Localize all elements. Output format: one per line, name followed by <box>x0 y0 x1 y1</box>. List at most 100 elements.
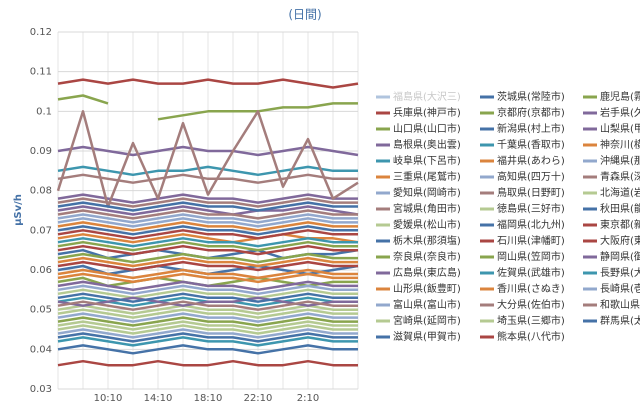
legend-label[interactable]: 鳥取県(日野町) <box>497 186 565 199</box>
legend-label[interactable]: 東京都(新宿区) <box>600 218 640 231</box>
legend-label[interactable]: 長野県(大町市) <box>600 266 640 279</box>
legend-label[interactable]: 静岡県(御前崎) <box>600 250 640 263</box>
legend-item[interactable]: 和歌山県(新宮市) <box>583 298 640 311</box>
legend-item[interactable]: 北海道(岩見沢) <box>583 186 640 199</box>
legend-label[interactable]: 埼玉県(三郷市) <box>497 314 565 327</box>
legend-item[interactable]: 青森県(深浦町) <box>583 170 640 183</box>
legend-label[interactable]: 山口県(山口市) <box>393 122 461 135</box>
legend-item[interactable]: 三重県(尾鷲市) <box>376 170 461 183</box>
legend-item[interactable]: 福島県(大沢三) <box>376 90 461 103</box>
legend-item[interactable]: 鹿児島(霧島市) <box>583 90 640 103</box>
series-line <box>57 336 358 347</box>
legend-item[interactable]: 奈良県(奈良市) <box>376 250 461 263</box>
legend-label[interactable]: 三重県(尾鷲市) <box>393 170 461 183</box>
legend-label[interactable]: 群馬県(太田市) <box>600 314 640 327</box>
legend-item[interactable]: 高知県(四万十) <box>480 170 565 183</box>
legend-label[interactable]: 石川県(津幡町) <box>497 234 565 247</box>
legend-item[interactable]: 兵庫県(神戸市) <box>376 106 461 119</box>
legend-label[interactable]: 長崎県(壱岐市) <box>600 282 640 295</box>
legend-item[interactable]: 長崎県(壱岐市) <box>583 282 640 295</box>
legend-item[interactable]: 大分県(佐伯市) <box>480 298 565 311</box>
legend-label[interactable]: 福井県(あわら) <box>497 154 565 167</box>
legend-label[interactable]: 福岡県(北九州) <box>497 218 565 231</box>
legend-label[interactable]: 宮崎県(延岡市) <box>393 314 461 327</box>
legend-label[interactable]: 青森県(深浦町) <box>600 170 640 183</box>
legend-item[interactable]: 宮城県(角田市) <box>376 202 461 215</box>
legend-item[interactable]: 徳島県(三好市) <box>480 202 565 215</box>
legend-item[interactable]: 愛媛県(松山市) <box>376 218 461 231</box>
series-line <box>57 173 358 184</box>
legend-label[interactable]: 香川県(さぬき) <box>497 283 565 295</box>
legend-label[interactable]: 茨城県(常陸市) <box>497 90 565 103</box>
chart-title: (日間) <box>288 8 321 22</box>
legend-item[interactable]: 石川県(津幡町) <box>480 234 565 247</box>
legend-label[interactable]: 鹿児島(霧島市) <box>600 90 640 103</box>
legend-item[interactable]: 東京都(新宿区) <box>583 218 640 231</box>
series-line <box>57 300 358 311</box>
legend-item[interactable]: 新潟県(村上市) <box>480 122 565 135</box>
legend-label[interactable]: 愛知県(岡崎市) <box>393 186 461 199</box>
legend-item[interactable]: 鳥取県(日野町) <box>480 186 565 199</box>
legend-item[interactable]: 熊本県(八代市) <box>480 330 565 343</box>
legend-label[interactable]: 兵庫県(神戸市) <box>393 106 461 119</box>
legend-label[interactable]: 京都府(京都市) <box>497 106 565 119</box>
legend-label[interactable]: 佐賀県(武雄市) <box>497 266 565 279</box>
legend-label[interactable]: 福島県(大沢三) <box>393 90 461 103</box>
legend-item[interactable]: 宮崎県(延岡市) <box>376 314 461 327</box>
legend-item[interactable]: 岩手県(久慈市) <box>583 106 640 119</box>
legend-label[interactable]: 和歌山県(新宮市) <box>600 298 640 311</box>
legend-label[interactable]: 千葉県(香取市) <box>497 138 565 151</box>
legend-label[interactable]: 岩手県(久慈市) <box>600 106 640 119</box>
legend-item[interactable]: 茨城県(常陸市) <box>480 90 565 103</box>
legend-item[interactable]: 山口県(山口市) <box>376 122 461 135</box>
legend-item[interactable]: 山形県(飯豊町) <box>376 282 461 295</box>
legend-label[interactable]: 熊本県(八代市) <box>497 330 565 343</box>
legend-label[interactable]: 徳島県(三好市) <box>497 202 565 215</box>
legend-label[interactable]: 岐阜県(下呂市) <box>393 154 461 167</box>
legend-label[interactable]: 奈良県(奈良市) <box>393 250 461 263</box>
legend-item[interactable]: 静岡県(御前崎) <box>583 250 640 263</box>
legend-label[interactable]: 富山県(富山市) <box>393 298 461 311</box>
legend-label[interactable]: 秋田県(能代市) <box>600 202 640 215</box>
legend-item[interactable]: 千葉県(香取市) <box>480 138 565 151</box>
y-tick-label: 0.06 <box>30 265 52 276</box>
legend-item[interactable]: 広島県(東広島) <box>376 266 461 279</box>
legend-label[interactable]: 山形県(飯豊町) <box>393 282 461 295</box>
legend-item[interactable]: 福井県(あわら) <box>480 154 565 167</box>
legend-label[interactable]: 大分県(佐伯市) <box>497 298 565 311</box>
legend-item[interactable]: 岡山県(笠岡市) <box>480 250 565 263</box>
legend-label[interactable]: 大阪府(東大阪) <box>600 234 640 247</box>
legend-item[interactable]: 神奈川(横浜市) <box>583 138 640 151</box>
legend-label[interactable]: 宮城県(角田市) <box>393 202 461 215</box>
legend-item[interactable]: 香川県(さぬき) <box>480 283 565 295</box>
legend-label[interactable]: 沖縄県(那覇市) <box>600 154 640 167</box>
legend-label[interactable]: 滋賀県(甲賀市) <box>393 330 461 343</box>
legend-item[interactable]: 大阪府(東大阪) <box>583 234 640 247</box>
legend-label[interactable]: 新潟県(村上市) <box>497 122 565 135</box>
legend-item[interactable]: 島根県(奥出雲) <box>376 138 461 151</box>
legend-label[interactable]: 山梨県(甲府市) <box>600 122 640 135</box>
legend-item[interactable]: 岐阜県(下呂市) <box>376 154 461 167</box>
legend-item[interactable]: 埼玉県(三郷市) <box>480 314 565 327</box>
legend-item[interactable]: 京都府(京都市) <box>480 106 565 119</box>
legend-item[interactable]: 群馬県(太田市) <box>583 314 640 327</box>
y-tick-label: 0.07 <box>30 225 52 236</box>
legend-item[interactable]: 秋田県(能代市) <box>583 202 640 215</box>
legend-item[interactable]: 栃木県(那須塩) <box>376 234 461 247</box>
legend-label[interactable]: 神奈川(横浜市) <box>600 138 640 151</box>
legend-label[interactable]: 広島県(東広島) <box>393 266 461 279</box>
legend-item[interactable]: 愛知県(岡崎市) <box>376 186 461 199</box>
legend-item[interactable]: 長野県(大町市) <box>583 266 640 279</box>
legend-item[interactable]: 山梨県(甲府市) <box>583 122 640 135</box>
legend-item[interactable]: 滋賀県(甲賀市) <box>376 330 461 343</box>
legend-item[interactable]: 福岡県(北九州) <box>480 218 565 231</box>
legend-label[interactable]: 愛媛県(松山市) <box>393 218 461 231</box>
legend-item[interactable]: 沖縄県(那覇市) <box>583 154 640 167</box>
legend-item[interactable]: 富山県(富山市) <box>376 298 461 311</box>
legend-label[interactable]: 岡山県(笠岡市) <box>497 250 565 263</box>
legend-item[interactable]: 佐賀県(武雄市) <box>480 266 565 279</box>
legend-label[interactable]: 栃木県(那須塩) <box>393 234 461 247</box>
legend-label[interactable]: 高知県(四万十) <box>497 170 565 183</box>
legend-label[interactable]: 島根県(奥出雲) <box>393 138 461 151</box>
legend-label[interactable]: 北海道(岩見沢) <box>600 186 640 199</box>
